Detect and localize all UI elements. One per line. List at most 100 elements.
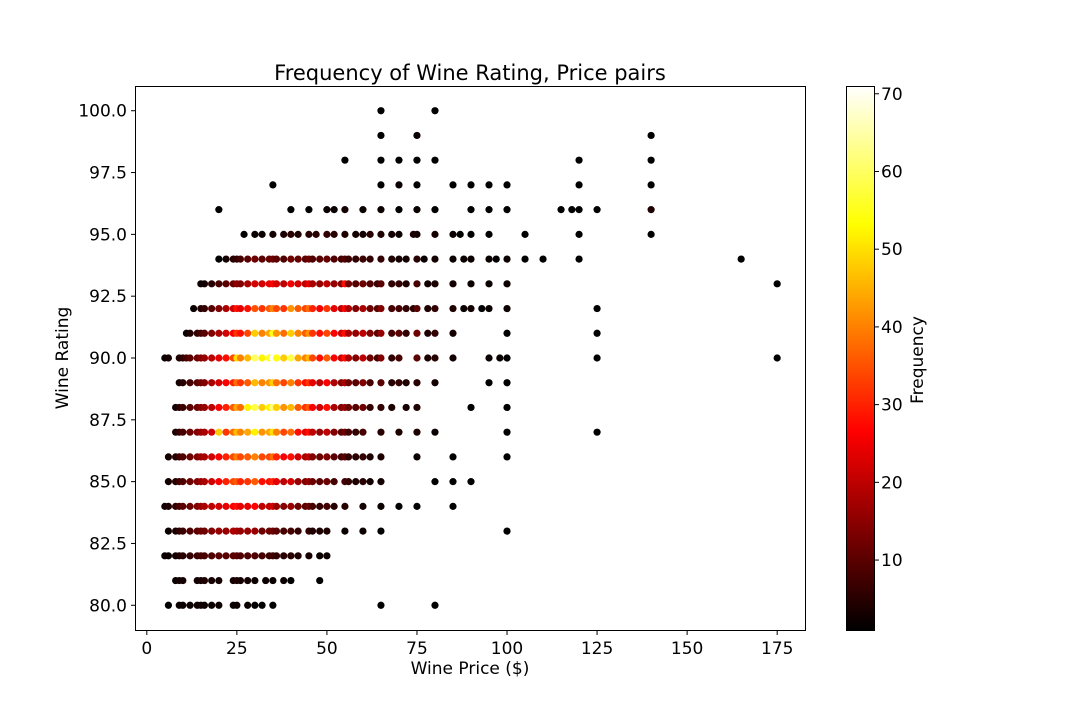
data-point — [294, 527, 302, 535]
data-point — [388, 230, 396, 238]
data-point — [272, 379, 281, 387]
data-point — [377, 280, 385, 288]
data-point — [251, 379, 259, 387]
data-point — [359, 502, 367, 510]
data-point — [395, 354, 403, 362]
data-point — [359, 255, 367, 263]
data-point — [244, 601, 252, 609]
data-point — [294, 280, 302, 288]
data-point — [179, 552, 187, 560]
data-point — [413, 428, 421, 436]
data-point — [344, 379, 353, 387]
data-point — [215, 304, 223, 313]
data-point — [575, 206, 583, 214]
data-point — [308, 478, 317, 486]
data-point — [305, 206, 313, 214]
data-point — [359, 354, 367, 362]
data-point — [395, 230, 403, 238]
y-tick-label: 80.0 — [89, 596, 127, 616]
data-point — [164, 502, 173, 510]
data-point — [200, 329, 209, 337]
data-point — [236, 527, 245, 535]
data-point — [366, 379, 374, 387]
data-point — [323, 329, 331, 337]
data-point — [308, 403, 317, 412]
data-point — [287, 304, 295, 313]
data-point — [236, 329, 245, 337]
data-point — [330, 255, 338, 263]
data-point — [294, 255, 302, 263]
data-point — [251, 354, 259, 362]
data-point — [323, 403, 331, 412]
data-point — [424, 304, 432, 313]
data-point — [272, 428, 281, 436]
data-point — [236, 576, 245, 585]
data-point — [280, 527, 288, 535]
data-point — [402, 304, 410, 313]
data-point — [308, 453, 317, 461]
data-point — [208, 552, 216, 560]
data-point — [359, 527, 367, 535]
data-point — [305, 230, 313, 238]
data-point — [236, 502, 245, 510]
data-point — [449, 453, 457, 461]
data-point — [377, 181, 385, 189]
data-point — [251, 403, 259, 412]
data-point — [262, 576, 270, 585]
data-point — [352, 280, 360, 288]
data-point — [164, 552, 173, 560]
data-point — [377, 304, 385, 313]
data-point — [377, 230, 385, 238]
data-point — [359, 329, 367, 337]
data-point — [413, 354, 421, 362]
data-point — [294, 478, 302, 486]
data-point — [323, 304, 331, 313]
data-point — [179, 502, 187, 510]
data-point — [395, 304, 403, 313]
data-point — [272, 478, 281, 486]
data-point — [402, 255, 410, 263]
data-point — [377, 502, 385, 510]
y-tick-label: 87.5 — [89, 411, 127, 431]
data-point — [179, 527, 187, 535]
data-point — [503, 206, 511, 214]
data-point — [485, 354, 493, 362]
data-point — [244, 478, 252, 486]
data-point — [496, 354, 504, 362]
data-point — [377, 403, 385, 412]
data-point — [280, 428, 288, 436]
data-point — [413, 255, 421, 263]
data-point — [208, 280, 216, 288]
data-point — [186, 478, 194, 486]
data-point — [316, 576, 324, 585]
data-point — [200, 379, 209, 387]
data-point — [251, 304, 259, 313]
data-point — [330, 304, 338, 313]
data-point — [593, 428, 601, 436]
data-point — [460, 304, 468, 313]
data-point — [258, 379, 266, 387]
colorbar-gradient — [846, 86, 874, 630]
data-point — [236, 478, 245, 486]
data-point — [251, 329, 259, 337]
data-point — [244, 354, 252, 362]
data-point — [258, 601, 266, 609]
data-point — [179, 601, 187, 609]
data-point — [647, 181, 655, 189]
data-point — [323, 280, 331, 288]
data-point — [575, 156, 583, 164]
data-point — [186, 453, 194, 461]
data-point — [287, 478, 295, 486]
data-point — [316, 453, 324, 461]
data-point — [449, 354, 457, 362]
data-point — [312, 230, 320, 238]
data-point — [431, 156, 439, 164]
data-point — [366, 280, 374, 288]
data-point — [179, 379, 187, 387]
data-point — [460, 255, 468, 263]
data-point — [179, 428, 187, 436]
data-point — [269, 601, 277, 609]
data-point — [521, 255, 529, 263]
data-point — [485, 206, 493, 214]
data-point — [215, 453, 223, 461]
